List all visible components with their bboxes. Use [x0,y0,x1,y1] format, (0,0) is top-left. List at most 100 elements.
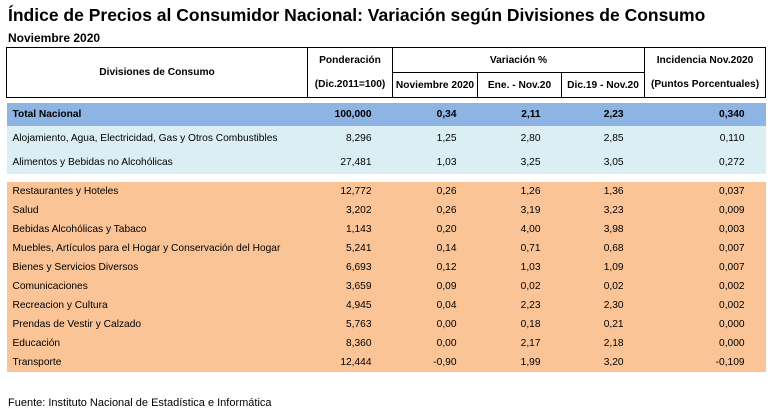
row-ponderacion: 1,143 [307,220,393,239]
row-dic: 1,36 [561,182,645,201]
row-dic: 3,20 [561,353,645,372]
row-ene: 0,02 [477,277,562,296]
row-ponderacion: 5,241 [307,239,393,258]
table-row: Bienes y Servicios Diversos 6,693 0,12 1… [6,258,766,277]
row-ene: 1,26 [477,182,562,201]
row-ene: 1,03 [477,258,562,277]
row-incidencia: 0,037 [644,182,766,201]
row-incidencia: 0,000 [644,334,766,353]
source-note: Fuente: Instituto Nacional de Estadístic… [8,397,272,409]
header-divisiones: Divisiones de Consumo [6,47,308,98]
header-ponderacion-sub: (Dic.2011=100) [307,72,393,98]
row-nov: 0,00 [392,315,478,334]
row-nov: 0,26 [392,201,478,220]
table-row: Alimentos y Bebidas no Alcohólicas 27,48… [6,151,766,174]
table-row: Salud 3,202 0,26 3,19 3,23 0,009 [6,201,766,220]
row-nov: 0,34 [392,103,478,126]
table-row: Educación 8,360 0,00 2,17 2,18 0,000 [6,334,766,353]
row-incidencia: -0,109 [644,353,766,372]
table-row: Restaurantes y Hoteles 12,772 0,26 1,26 … [6,182,766,201]
row-name: Bebidas Alcohólicas y Tabaco [6,220,308,239]
row-name: Comunicaciones [6,277,308,296]
row-ponderacion: 5,763 [307,315,393,334]
row-nov: 0,12 [392,258,478,277]
row-name: Recreacion y Cultura [6,296,308,315]
row-dic: 2,18 [561,334,645,353]
row-name: Prendas de Vestir y Calzado [6,315,308,334]
row-incidencia: 0,007 [644,258,766,277]
row-dic: 2,85 [561,126,645,151]
row-ene: 2,80 [477,126,562,151]
row-incidencia: 0,003 [644,220,766,239]
row-incidencia: 0,340 [644,103,766,126]
row-nov: 1,25 [392,126,478,151]
row-incidencia: 0,272 [644,151,766,174]
row-ene: 1,99 [477,353,562,372]
row-ene: 2,11 [477,103,562,126]
row-name: Transporte [6,353,308,372]
row-ene: 0,18 [477,315,562,334]
header-dic-nov: Dic.19 - Nov.20 [560,72,645,98]
row-nov: 0,09 [392,277,478,296]
row-incidencia: 0,000 [644,315,766,334]
table-row: Transporte 12,444 -0,90 1,99 3,20 -0,109 [6,353,766,372]
page-title: Índice de Precios al Consumidor Nacional… [8,5,706,25]
row-name: Educación [6,334,308,353]
table-row: Muebles, Artículos para el Hogar y Conse… [6,239,766,258]
header-incidencia-sub: (Puntos Porcentuales) [644,72,767,98]
row-incidencia: 0,002 [644,296,766,315]
row-ene: 4,00 [477,220,562,239]
row-ene: 0,71 [477,239,562,258]
row-name: Bienes y Servicios Diversos [6,258,308,277]
row-incidencia: 0,002 [644,277,766,296]
row-dic: 3,23 [561,201,645,220]
table-row: Recreacion y Cultura 4,945 0,04 2,23 2,3… [6,296,766,315]
row-dic: 0,02 [561,277,645,296]
row-incidencia: 0,007 [644,239,766,258]
row-ponderacion: 27,481 [307,151,393,174]
row-name: Restaurantes y Hoteles [6,182,308,201]
row-nov: -0,90 [392,353,478,372]
row-ponderacion: 8,360 [307,334,393,353]
row-dic: 3,98 [561,220,645,239]
row-incidencia: 0,009 [644,201,766,220]
row-incidencia: 0,110 [644,126,766,151]
row-name: Alojamiento, Agua, Electricidad, Gas y O… [6,126,308,151]
row-name: Total Nacional [6,103,308,126]
row-dic: 2,30 [561,296,645,315]
row-dic: 0,68 [561,239,645,258]
row-nov: 0,14 [392,239,478,258]
row-ponderacion: 3,202 [307,201,393,220]
page-subtitle: Noviembre 2020 [8,31,101,45]
header-ponderacion: Ponderación [307,47,393,73]
table-row-total: Total Nacional 100,000 0,34 2,11 2,23 0,… [6,103,766,126]
row-ponderacion: 100,000 [307,103,393,126]
header-variacion: Variación % [391,47,645,73]
row-name: Alimentos y Bebidas no Alcohólicas [6,151,308,174]
header-ene-nov: Ene. - Nov.20 [477,72,562,98]
ipc-table: Divisiones de Consumo Ponderación Variac… [6,47,767,372]
header-nov2020: Noviembre 2020 [392,72,478,98]
table-row: Prendas de Vestir y Calzado 5,763 0,00 0… [6,315,766,334]
row-name: Salud [6,201,308,220]
row-ene: 2,23 [477,296,562,315]
row-ponderacion: 3,659 [307,277,393,296]
row-ene: 2,17 [477,334,562,353]
row-dic: 2,23 [561,103,645,126]
row-nov: 0,26 [392,182,478,201]
row-ponderacion: 4,945 [307,296,393,315]
table-row: Alojamiento, Agua, Electricidad, Gas y O… [6,126,766,151]
row-ene: 3,25 [477,151,562,174]
row-ene: 3,19 [477,201,562,220]
table-row: Bebidas Alcohólicas y Tabaco 1,143 0,20 … [6,220,766,239]
row-ponderacion: 12,772 [307,182,393,201]
table-row: Comunicaciones 3,659 0,09 0,02 0,02 0,00… [6,277,766,296]
row-nov: 0,00 [392,334,478,353]
row-dic: 0,21 [561,315,645,334]
row-ponderacion: 8,296 [307,126,393,151]
row-nov: 1,03 [392,151,478,174]
row-ponderacion: 12,444 [307,353,393,372]
header-incidencia: Incidencia Nov.2020 [644,47,767,73]
row-dic: 3,05 [561,151,645,174]
row-name: Muebles, Artículos para el Hogar y Conse… [6,239,308,258]
